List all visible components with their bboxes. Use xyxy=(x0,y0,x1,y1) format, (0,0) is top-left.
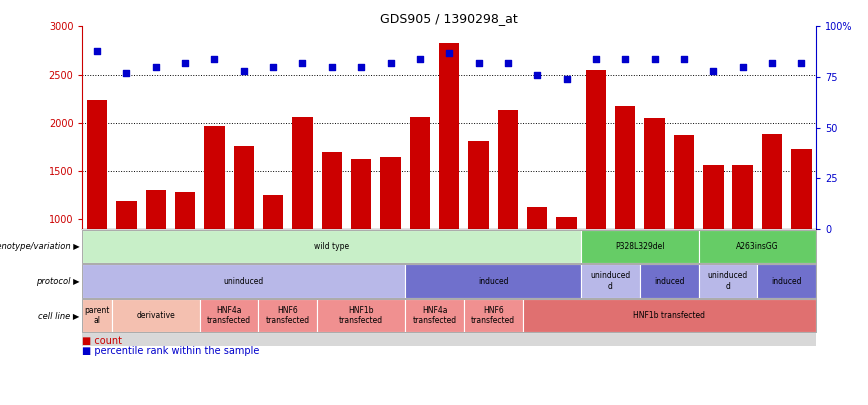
Text: protocol ▶: protocol ▶ xyxy=(36,277,80,286)
Point xyxy=(90,47,104,54)
Bar xyxy=(644,118,665,315)
Bar xyxy=(146,190,166,315)
Point xyxy=(471,60,485,66)
Bar xyxy=(321,152,342,315)
Point xyxy=(794,60,808,66)
Bar xyxy=(439,43,459,315)
Text: induced: induced xyxy=(478,277,509,286)
Point xyxy=(442,49,456,56)
Bar xyxy=(733,165,753,315)
Text: ■ count: ■ count xyxy=(82,336,122,346)
Bar xyxy=(615,107,635,315)
Text: P328L329del: P328L329del xyxy=(615,242,665,251)
Bar xyxy=(497,110,518,315)
Point xyxy=(618,55,632,62)
Bar xyxy=(586,70,606,315)
Text: induced: induced xyxy=(654,277,685,286)
Text: ■ percentile rank within the sample: ■ percentile rank within the sample xyxy=(82,346,260,356)
Point xyxy=(384,60,398,66)
Point xyxy=(677,55,691,62)
Point xyxy=(354,64,368,70)
Bar xyxy=(674,135,694,315)
Bar xyxy=(174,192,195,315)
Text: HNF6
transfected: HNF6 transfected xyxy=(266,306,310,325)
Text: wild type: wild type xyxy=(314,242,350,251)
Bar xyxy=(468,141,489,315)
Bar xyxy=(233,146,254,315)
Title: GDS905 / 1390298_at: GDS905 / 1390298_at xyxy=(380,12,518,25)
Point xyxy=(707,68,720,74)
Point xyxy=(589,55,602,62)
Text: HNF1b
transfected: HNF1b transfected xyxy=(339,306,384,325)
Point xyxy=(178,60,192,66)
Bar xyxy=(380,156,401,315)
Point xyxy=(501,60,515,66)
Bar xyxy=(791,149,812,315)
Text: derivative: derivative xyxy=(136,311,175,320)
Bar xyxy=(556,217,577,315)
Point xyxy=(237,68,251,74)
Bar xyxy=(87,100,108,315)
Bar xyxy=(263,195,284,315)
Point xyxy=(735,64,749,70)
Text: parent
al: parent al xyxy=(84,306,110,325)
Point xyxy=(648,55,661,62)
Text: genotype/variation ▶: genotype/variation ▶ xyxy=(0,242,80,251)
Bar xyxy=(116,201,137,315)
Text: HNF6
transfected: HNF6 transfected xyxy=(471,306,516,325)
Point xyxy=(765,60,779,66)
Bar xyxy=(703,165,724,315)
Point xyxy=(207,55,221,62)
Text: A263insGG: A263insGG xyxy=(736,242,779,251)
Bar xyxy=(410,117,431,315)
Point xyxy=(120,70,134,76)
Point xyxy=(325,64,339,70)
Point xyxy=(530,72,544,78)
Text: cell line ▶: cell line ▶ xyxy=(38,311,80,320)
Bar xyxy=(351,160,372,315)
Text: uninduced
d: uninduced d xyxy=(707,271,748,291)
Text: HNF1b transfected: HNF1b transfected xyxy=(634,311,705,320)
Point xyxy=(295,60,309,66)
Text: uninduced: uninduced xyxy=(224,277,264,286)
Point xyxy=(413,55,427,62)
Bar xyxy=(293,117,312,315)
Text: HNF4a
transfected: HNF4a transfected xyxy=(207,306,251,325)
Text: uninduced
d: uninduced d xyxy=(590,271,631,291)
Point xyxy=(149,64,163,70)
Point xyxy=(266,64,280,70)
Text: induced: induced xyxy=(772,277,802,286)
Text: HNF4a
transfected: HNF4a transfected xyxy=(412,306,457,325)
Bar xyxy=(761,134,782,315)
Bar xyxy=(204,126,225,315)
Point xyxy=(560,76,574,82)
Bar xyxy=(527,207,548,315)
